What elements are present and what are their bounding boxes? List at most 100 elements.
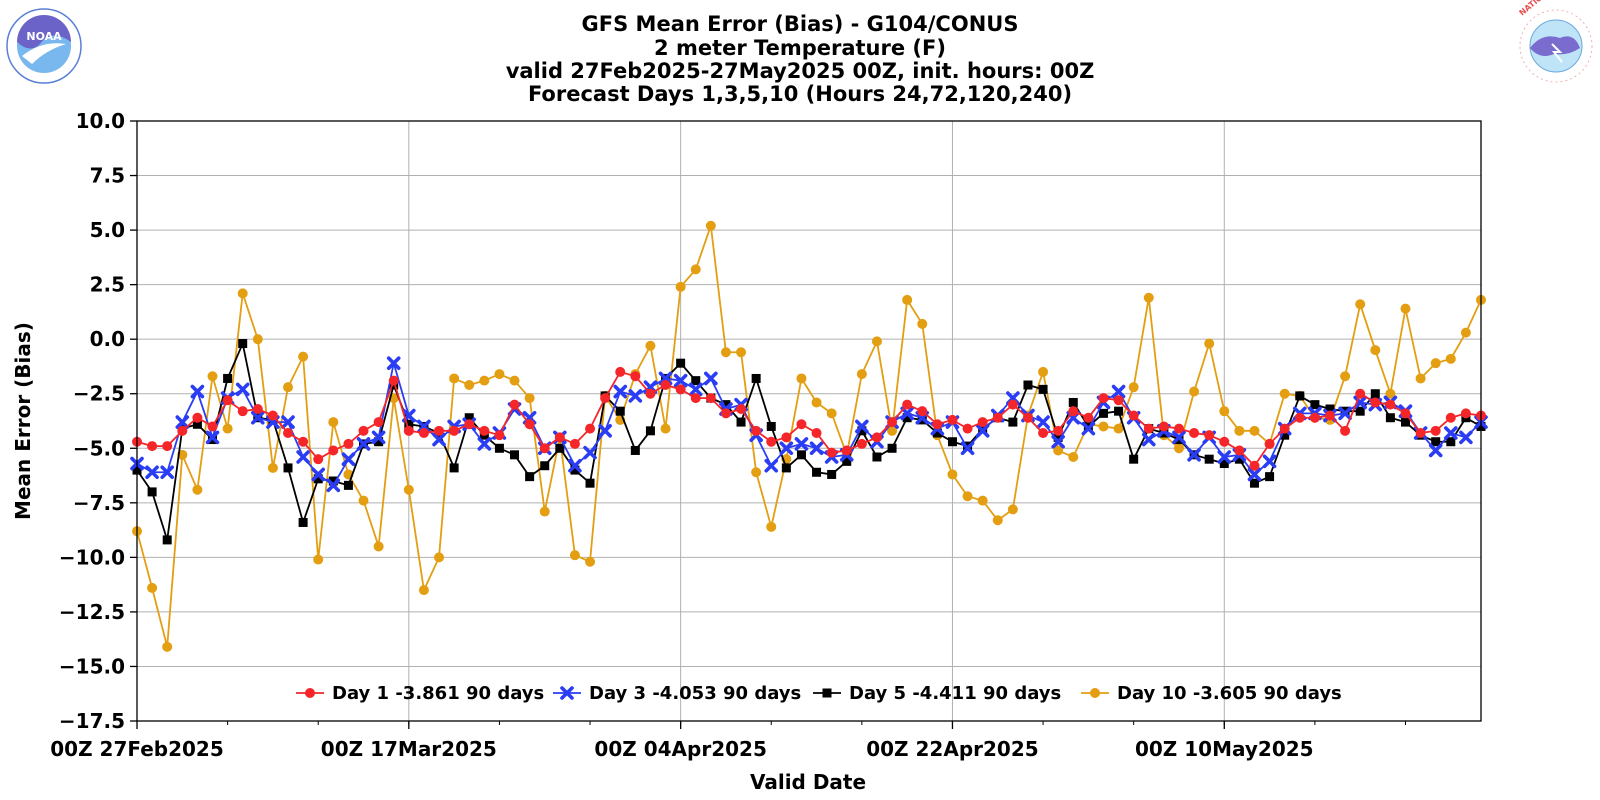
data-point-day5 (1280, 430, 1290, 440)
data-point-day10 (1340, 371, 1351, 382)
data-point-day1 (811, 428, 822, 438)
data-point-day5 (1114, 406, 1124, 416)
data-point-day5 (1446, 437, 1456, 447)
y-axis-ticks: 10.0 7.5 5.0 2.5 0.0 −2.5 −5.0 −7.5 −10.0 −12.5 −1… (59, 109, 137, 733)
data-point-day1 (147, 441, 158, 452)
data-point-day3 (568, 458, 582, 473)
data-point-day10 (237, 288, 248, 299)
data-point-day10 (162, 641, 173, 652)
data-point-day1 (675, 384, 686, 395)
data-point-day10 (705, 220, 716, 231)
data-point-day10 (720, 347, 731, 358)
legend-swatch-marker (1090, 688, 1100, 698)
data-point-day1 (464, 419, 475, 430)
data-point-day1 (1113, 395, 1124, 406)
data-point-day10 (1400, 303, 1411, 314)
data-point-day3 (341, 452, 356, 466)
data-point-day3 (190, 384, 205, 399)
data-point-day10 (811, 397, 822, 408)
data-point-day5 (1370, 389, 1380, 399)
data-point-day1 (736, 404, 747, 414)
data-point-day5 (1098, 408, 1108, 418)
data-point-day3 (960, 441, 975, 456)
data-point-day10 (1234, 425, 1245, 436)
data-point-day1 (449, 425, 460, 436)
data-point-day3 (356, 437, 371, 451)
data-point-day10 (192, 484, 203, 495)
data-point-day10 (418, 585, 429, 596)
data-point-day3 (432, 432, 446, 447)
data-point-day1 (660, 380, 671, 390)
data-point-day10 (147, 582, 158, 593)
data-point-day1 (977, 417, 988, 428)
data-point-day10 (328, 417, 339, 428)
data-point-day5 (781, 463, 791, 473)
data-point-day1 (237, 406, 248, 417)
data-point-day10 (675, 281, 686, 292)
data-point-day5 (736, 417, 746, 427)
legend-item-day3: Day 3 -4.053 90 days (553, 683, 801, 704)
data-point-day5 (872, 452, 882, 462)
data-point-day1 (1370, 397, 1381, 408)
data-point-day10 (539, 506, 550, 517)
data-point-day3 (688, 382, 703, 397)
data-point-day5 (691, 376, 701, 386)
data-point-day1 (1385, 399, 1396, 410)
data-point-day5 (1038, 384, 1048, 394)
data-point-day3 (1051, 434, 1065, 449)
data-point-day5 (328, 476, 338, 486)
data-point-day1 (1355, 388, 1366, 399)
data-point-day10 (1113, 423, 1124, 434)
y-tick-label: 0.0 (90, 327, 125, 351)
data-point-day10 (1204, 338, 1215, 349)
data-point-day1 (1204, 430, 1215, 441)
legend-item-day10: Day 10 -3.605 90 days (1081, 683, 1342, 704)
data-point-day1 (1279, 423, 1290, 434)
legend-item-day1: Day 1 -3.861 90 days (296, 683, 544, 704)
data-point-day3 (371, 430, 386, 445)
data-point-day10 (449, 373, 460, 384)
data-point-day5 (223, 373, 233, 383)
data-point-day10 (977, 495, 988, 506)
data-point-day1 (720, 408, 731, 419)
data-point-day5 (615, 406, 625, 416)
data-point-day1 (1007, 399, 1018, 410)
data-point-day1 (1219, 436, 1230, 447)
data-point-day5 (1265, 472, 1275, 482)
data-point-day1 (267, 410, 278, 421)
data-point-day5 (313, 474, 323, 484)
data-point-day5 (1023, 380, 1033, 390)
data-point-day5 (751, 373, 761, 383)
data-point-day3 (1247, 467, 1262, 482)
y-tick-label: −5.0 (73, 436, 125, 460)
data-point-day3 (326, 478, 341, 493)
data-point-day10 (947, 469, 958, 480)
data-point-day3 (613, 384, 628, 399)
data-point-day1 (841, 445, 852, 456)
data-point-day3 (296, 450, 310, 464)
data-point-day10 (1068, 452, 1079, 462)
data-point-day10 (660, 423, 671, 434)
data-point-day5 (1355, 406, 1365, 416)
data-point-day3 (900, 406, 914, 421)
data-point-day3 (1444, 426, 1458, 440)
data-point-day5 (1219, 459, 1229, 469)
data-point-day5 (887, 443, 897, 453)
data-point-day3 (1338, 406, 1352, 421)
data-point-day5 (1234, 454, 1244, 464)
y-axis-label: Mean Error (Bias) (11, 322, 35, 520)
data-point-day5 (796, 450, 806, 460)
data-point-day3 (1353, 395, 1367, 410)
data-point-day1 (856, 438, 867, 449)
data-point-day3 (704, 371, 718, 386)
data-point-day1 (1430, 425, 1441, 436)
data-point-day10 (252, 334, 263, 345)
data-point-day5 (1431, 437, 1441, 447)
data-point-day5 (630, 445, 640, 455)
data-point-day3 (1217, 450, 1232, 464)
data-point-day10 (917, 318, 928, 329)
data-point-day1 (630, 371, 641, 382)
data-point-day5 (494, 443, 504, 453)
y-tick-label: 2.5 (90, 273, 125, 297)
data-point-day1 (781, 432, 792, 443)
